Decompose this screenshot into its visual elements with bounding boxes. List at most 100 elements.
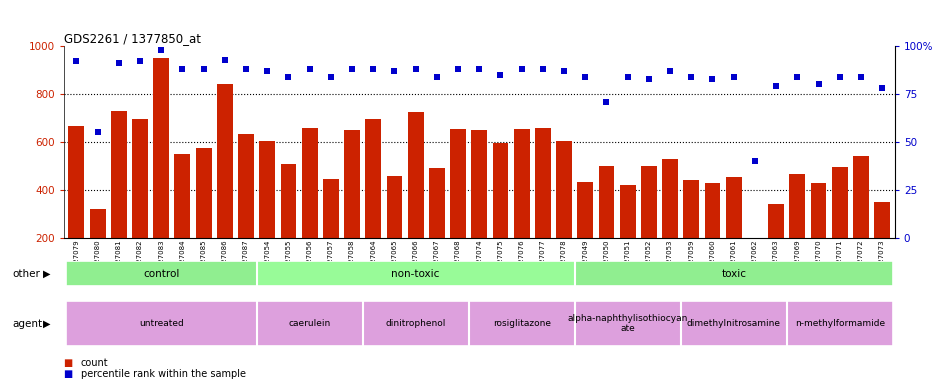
- Bar: [323, 179, 339, 286]
- Text: control: control: [143, 268, 179, 279]
- Bar: [534, 127, 550, 286]
- Bar: [786, 301, 892, 346]
- Text: alpha-naphthylisothiocyan
ate: alpha-naphthylisothiocyan ate: [567, 314, 687, 333]
- Bar: [256, 301, 362, 346]
- Point: [598, 99, 613, 105]
- Bar: [556, 141, 571, 286]
- Point: [387, 68, 402, 74]
- Bar: [768, 204, 783, 286]
- Point: [768, 83, 782, 89]
- Text: untreated: untreated: [139, 319, 183, 328]
- Point: [175, 66, 190, 72]
- Text: agent: agent: [12, 318, 42, 329]
- Bar: [110, 111, 126, 286]
- Point: [154, 47, 168, 53]
- Bar: [216, 84, 232, 286]
- Point: [534, 66, 549, 72]
- Bar: [513, 129, 529, 286]
- Point: [239, 66, 254, 72]
- Bar: [154, 58, 169, 286]
- Text: rosiglitazone: rosiglitazone: [492, 319, 550, 328]
- Text: ■: ■: [64, 369, 76, 379]
- Bar: [66, 261, 256, 286]
- Bar: [873, 202, 889, 286]
- Point: [641, 76, 656, 82]
- Point: [408, 66, 423, 72]
- Bar: [788, 174, 804, 286]
- Bar: [174, 154, 190, 286]
- Point: [69, 58, 84, 65]
- Point: [450, 66, 465, 72]
- Bar: [577, 182, 592, 286]
- Text: ■: ■: [64, 358, 76, 368]
- Point: [471, 66, 486, 72]
- Point: [704, 76, 719, 82]
- Point: [620, 74, 635, 80]
- Point: [323, 74, 338, 80]
- Point: [747, 158, 762, 164]
- Bar: [704, 183, 720, 286]
- Bar: [640, 166, 656, 286]
- Point: [578, 74, 592, 80]
- Bar: [810, 183, 826, 286]
- Point: [259, 68, 274, 74]
- Point: [365, 66, 380, 72]
- Point: [217, 56, 232, 63]
- Text: ▶: ▶: [43, 318, 51, 329]
- Bar: [90, 209, 106, 286]
- Bar: [365, 119, 381, 286]
- Point: [662, 68, 677, 74]
- Bar: [471, 130, 487, 286]
- Point: [196, 66, 211, 72]
- Bar: [492, 143, 508, 286]
- Bar: [429, 169, 445, 286]
- Bar: [598, 166, 614, 286]
- Bar: [196, 148, 212, 286]
- Bar: [725, 177, 741, 286]
- Bar: [66, 301, 256, 346]
- Bar: [680, 301, 786, 346]
- Text: other: other: [12, 268, 40, 279]
- Bar: [387, 176, 402, 286]
- Point: [429, 74, 444, 80]
- Point: [853, 74, 868, 80]
- Bar: [449, 129, 465, 286]
- Point: [90, 129, 105, 136]
- Bar: [746, 273, 762, 286]
- Point: [725, 74, 740, 80]
- Bar: [344, 130, 359, 286]
- Point: [492, 72, 507, 78]
- Text: GDS2261 / 1377850_at: GDS2261 / 1377850_at: [64, 32, 200, 45]
- Point: [811, 81, 826, 88]
- Text: caerulein: caerulein: [288, 319, 330, 328]
- Point: [831, 74, 846, 80]
- Point: [132, 58, 147, 65]
- Point: [556, 68, 571, 74]
- Bar: [256, 261, 574, 286]
- Text: dimethylnitrosamine: dimethylnitrosamine: [686, 319, 780, 328]
- Text: non-toxic: non-toxic: [391, 268, 439, 279]
- Point: [281, 74, 296, 80]
- Text: dinitrophenol: dinitrophenol: [385, 319, 446, 328]
- Point: [301, 66, 316, 72]
- Point: [789, 74, 804, 80]
- Bar: [468, 301, 574, 346]
- Bar: [619, 185, 635, 286]
- Bar: [682, 180, 698, 286]
- Bar: [831, 167, 847, 286]
- Text: count: count: [80, 358, 108, 368]
- Bar: [280, 164, 296, 286]
- Bar: [301, 127, 317, 286]
- Bar: [574, 261, 892, 286]
- Point: [344, 66, 359, 72]
- Text: percentile rank within the sample: percentile rank within the sample: [80, 369, 245, 379]
- Point: [514, 66, 529, 72]
- Bar: [238, 134, 254, 286]
- Bar: [662, 159, 678, 286]
- Bar: [852, 157, 868, 286]
- Text: toxic: toxic: [721, 268, 745, 279]
- Bar: [574, 301, 680, 346]
- Bar: [68, 126, 84, 286]
- Point: [873, 85, 888, 91]
- Point: [683, 74, 698, 80]
